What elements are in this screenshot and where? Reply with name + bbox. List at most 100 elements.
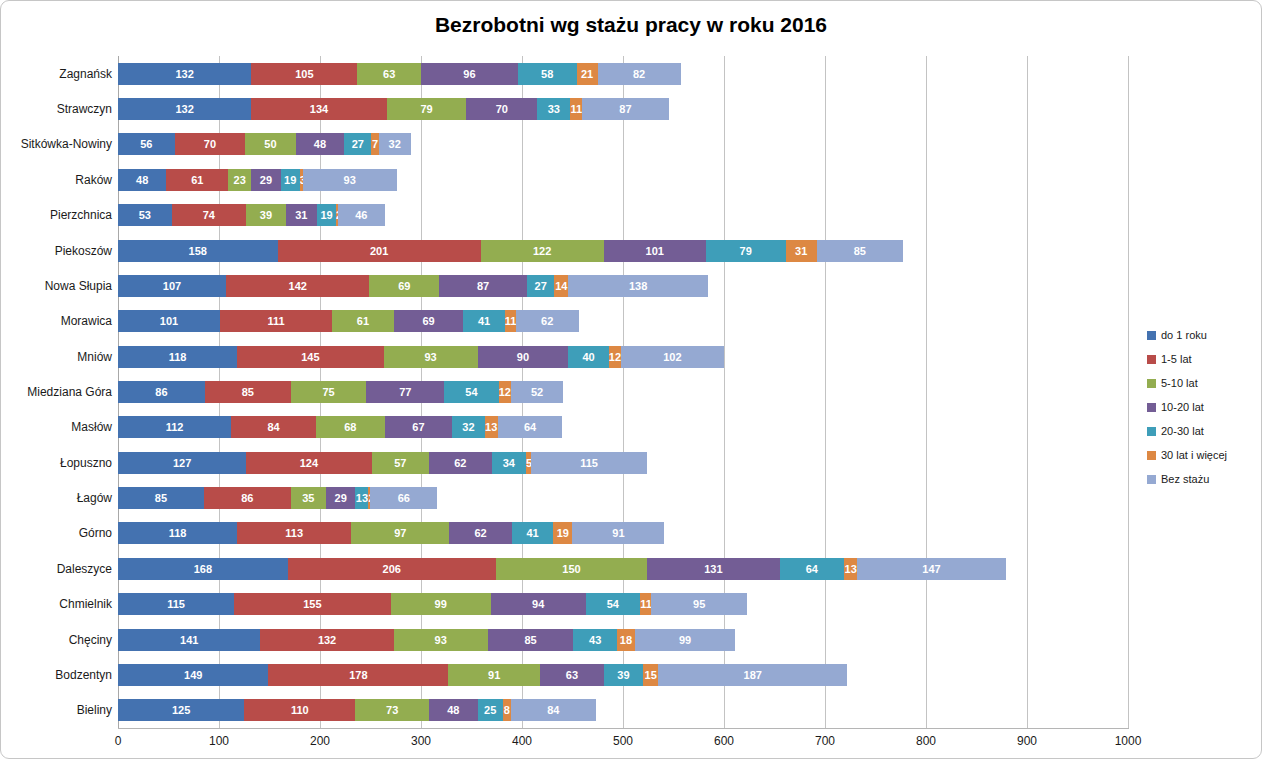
category-label: Mniów: [9, 346, 112, 368]
bar-segment: 12: [499, 381, 511, 403]
category-label: Masłów: [9, 416, 112, 438]
category-label: Bodzentyn: [9, 664, 112, 686]
data-label: 99: [635, 629, 735, 651]
category-label: Nowa Słupia: [9, 275, 112, 297]
x-tick-label: 900: [997, 734, 1057, 748]
legend-label: 30 lat i więcej: [1161, 449, 1227, 461]
data-label: 70: [175, 133, 246, 155]
data-label: 25: [478, 699, 503, 721]
data-label: 11: [570, 98, 581, 120]
data-label: 112: [118, 416, 231, 438]
data-label: 85: [817, 240, 903, 262]
data-label: 23: [228, 169, 251, 191]
data-label: 168: [118, 558, 288, 580]
bar-row: 1271245762345115: [118, 452, 647, 474]
category-label: Morawica: [9, 310, 112, 332]
bar-segment: 35: [291, 487, 326, 509]
data-label: 87: [439, 275, 527, 297]
data-label: 84: [231, 416, 316, 438]
data-label: 54: [586, 593, 641, 615]
category-label: Górno: [9, 522, 112, 544]
data-label: 31: [286, 204, 317, 226]
data-label: 178: [268, 664, 448, 686]
bar-segment: 32: [379, 133, 411, 155]
data-label: 41: [463, 310, 504, 332]
category-label: Chęciny: [9, 629, 112, 651]
bar-segment: 19: [553, 522, 572, 544]
bar-segment: 15: [643, 664, 658, 686]
bar-segment: 11: [640, 593, 651, 615]
data-label: 58: [518, 63, 577, 85]
data-label: 142: [226, 275, 369, 297]
x-tick-label: 300: [391, 734, 451, 748]
x-tick-label: 200: [290, 734, 350, 748]
category-label: Piekoszów: [9, 240, 112, 262]
bar-segment: 178: [268, 664, 448, 686]
data-label: 158: [118, 240, 278, 262]
legend-swatch-icon: [1147, 331, 1156, 340]
data-label: 86: [204, 487, 291, 509]
bar-segment: 13: [485, 416, 498, 438]
bar-segment: 8: [503, 699, 511, 721]
gridline-x-900: [1027, 56, 1028, 728]
bar-segment: 112: [118, 416, 231, 438]
data-label: 68: [316, 416, 385, 438]
data-label: 29: [326, 487, 355, 509]
bar-segment: 70: [466, 98, 537, 120]
bar-segment: 94: [491, 593, 586, 615]
bar-segment: 91: [572, 522, 664, 544]
data-label: 7: [371, 133, 378, 155]
bar-segment: 85: [118, 487, 204, 509]
data-label: 149: [118, 664, 268, 686]
data-label: 13: [355, 487, 368, 509]
bar-segment: 147: [857, 558, 1005, 580]
bar-segment: 127: [118, 452, 246, 474]
data-label: 69: [394, 310, 464, 332]
data-label: 43: [573, 629, 616, 651]
bar-segment: 150: [496, 558, 648, 580]
bar-segment: 39: [604, 664, 643, 686]
legend-swatch-icon: [1147, 355, 1156, 364]
data-label: 18: [617, 629, 635, 651]
bar-segment: 21: [577, 63, 598, 85]
bar-segment: 19: [281, 169, 300, 191]
data-label: 29: [251, 169, 280, 191]
bar-segment: 25: [478, 699, 503, 721]
legend-label: 5-10 lat: [1161, 377, 1198, 389]
legend-swatch-icon: [1147, 427, 1156, 436]
legend-item: 20-30 lat: [1147, 419, 1259, 443]
bar-segment: 77: [366, 381, 444, 403]
gridline-x-1000: [1128, 56, 1129, 728]
x-tick-label: 700: [795, 734, 855, 748]
data-label: 13: [844, 558, 857, 580]
bar-row: 14917891633915187: [118, 664, 847, 686]
bar-segment: 85: [488, 629, 574, 651]
x-tick-label: 100: [189, 734, 249, 748]
data-label: 64: [780, 558, 845, 580]
data-label: 77: [366, 381, 444, 403]
data-label: 48: [429, 699, 477, 721]
bar-segment: 46: [338, 204, 384, 226]
bar-segment: 132: [260, 629, 393, 651]
bar-segment: 52: [511, 381, 564, 403]
bar-segment: 122: [481, 240, 604, 262]
data-label: 201: [278, 240, 481, 262]
data-label: 110: [244, 699, 355, 721]
bar-segment: 93: [394, 629, 488, 651]
bar-segment: 102: [621, 346, 724, 368]
data-label: 145: [237, 346, 383, 368]
category-label: Chmielnik: [9, 593, 112, 615]
data-label: 206: [288, 558, 496, 580]
data-label: 70: [466, 98, 537, 120]
legend-item: 30 lat i więcej: [1147, 443, 1259, 467]
data-label: 50: [245, 133, 296, 155]
data-label: 67: [385, 416, 453, 438]
category-label: Raków: [9, 169, 112, 191]
category-label: Pierzchnica: [9, 204, 112, 226]
bar-segment: 141: [118, 629, 260, 651]
bar-segment: 99: [391, 593, 491, 615]
bar-row: 1411329385431899: [118, 629, 735, 651]
data-label: 13: [485, 416, 498, 438]
data-label: 53: [118, 204, 172, 226]
data-label: 91: [572, 522, 664, 544]
